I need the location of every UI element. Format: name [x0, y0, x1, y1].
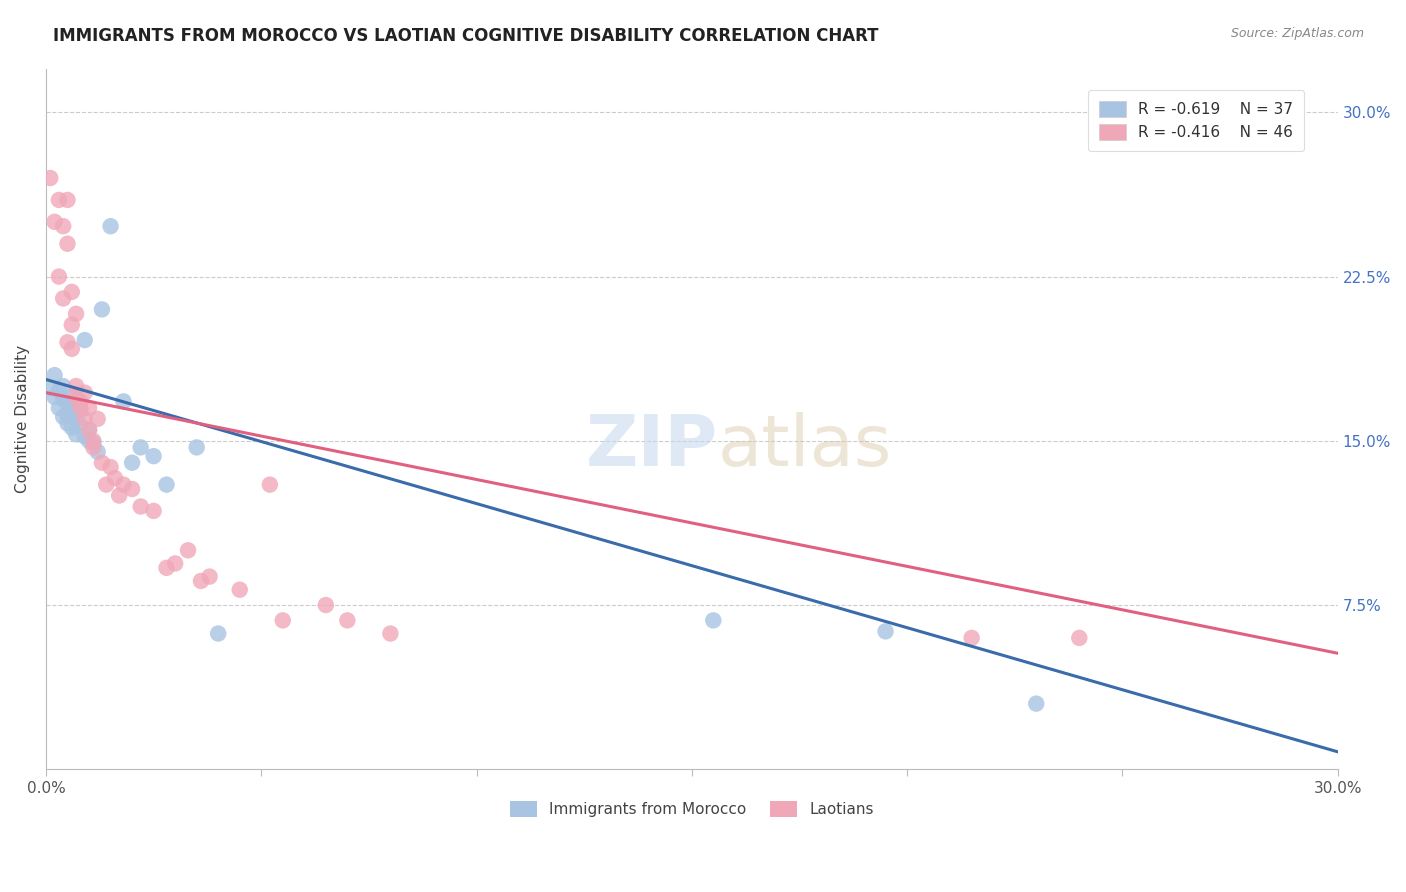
Point [155, 477, 177, 491]
Point [91, 456, 114, 470]
Point [48, 193, 70, 207]
Point [65, 379, 87, 393]
Point [52, 292, 75, 306]
Point [177, 543, 200, 558]
Legend: Immigrants from Morocco, Laotians: Immigrants from Morocco, Laotians [502, 794, 882, 825]
Point [48, 401, 70, 415]
Point [44, 368, 66, 383]
Point [702, 614, 724, 628]
Point [69, 401, 91, 415]
Point [69, 394, 91, 409]
Point [82, 434, 104, 448]
Point [129, 500, 152, 514]
Point [60, 405, 83, 419]
Point [380, 626, 402, 640]
Text: Source: ZipAtlas.com: Source: ZipAtlas.com [1230, 27, 1364, 40]
Point [875, 624, 897, 639]
Text: ZIP: ZIP [585, 412, 717, 482]
Point [56, 408, 79, 422]
Point [73, 385, 96, 400]
Point [1025, 697, 1047, 711]
Point [82, 436, 104, 450]
Point [44, 215, 66, 229]
Point [69, 418, 91, 433]
Point [52, 409, 75, 424]
Point [73, 333, 96, 347]
Point [60, 318, 83, 332]
Point [60, 390, 83, 404]
Point [65, 390, 87, 404]
Text: atlas: atlas [717, 412, 891, 482]
Point [112, 477, 135, 491]
Point [77, 434, 100, 448]
Point [56, 417, 79, 431]
Point [228, 582, 250, 597]
Point [65, 412, 87, 426]
Point [1069, 631, 1091, 645]
Point [77, 401, 100, 415]
Point [259, 477, 281, 491]
Point [52, 379, 75, 393]
Text: IMMIGRANTS FROM MOROCCO VS LAOTIAN COGNITIVE DISABILITY CORRELATION CHART: IMMIGRANTS FROM MOROCCO VS LAOTIAN COGNI… [53, 27, 879, 45]
Point [129, 441, 152, 455]
Point [56, 236, 79, 251]
Point [60, 342, 83, 356]
Point [65, 307, 87, 321]
Point [190, 574, 212, 588]
Point [336, 614, 359, 628]
Point [69, 403, 91, 417]
Point [186, 441, 208, 455]
Point [198, 569, 221, 583]
Point [121, 482, 143, 496]
Point [82, 441, 104, 455]
Point [112, 394, 135, 409]
Point [271, 614, 294, 628]
Point [96, 477, 118, 491]
Point [142, 504, 165, 518]
Point [60, 420, 83, 434]
Y-axis label: Cognitive Disability: Cognitive Disability [15, 345, 30, 493]
Point [207, 626, 229, 640]
Point [48, 384, 70, 398]
Point [65, 394, 87, 409]
Point [39, 171, 62, 186]
Point [91, 302, 114, 317]
Point [39, 381, 62, 395]
Point [100, 219, 122, 234]
Point [108, 489, 131, 503]
Point [142, 449, 165, 463]
Point [121, 456, 143, 470]
Point [65, 427, 87, 442]
Point [77, 423, 100, 437]
Point [44, 390, 66, 404]
Point [48, 269, 70, 284]
Point [56, 193, 79, 207]
Point [56, 396, 79, 410]
Point [315, 598, 337, 612]
Point [165, 557, 187, 571]
Point [960, 631, 983, 645]
Point [100, 460, 122, 475]
Point [104, 471, 127, 485]
Point [86, 444, 108, 458]
Point [52, 219, 75, 234]
Point [73, 429, 96, 443]
Point [52, 392, 75, 407]
Point [73, 412, 96, 426]
Point [77, 423, 100, 437]
Point [155, 561, 177, 575]
Point [56, 335, 79, 350]
Point [60, 285, 83, 299]
Point [86, 412, 108, 426]
